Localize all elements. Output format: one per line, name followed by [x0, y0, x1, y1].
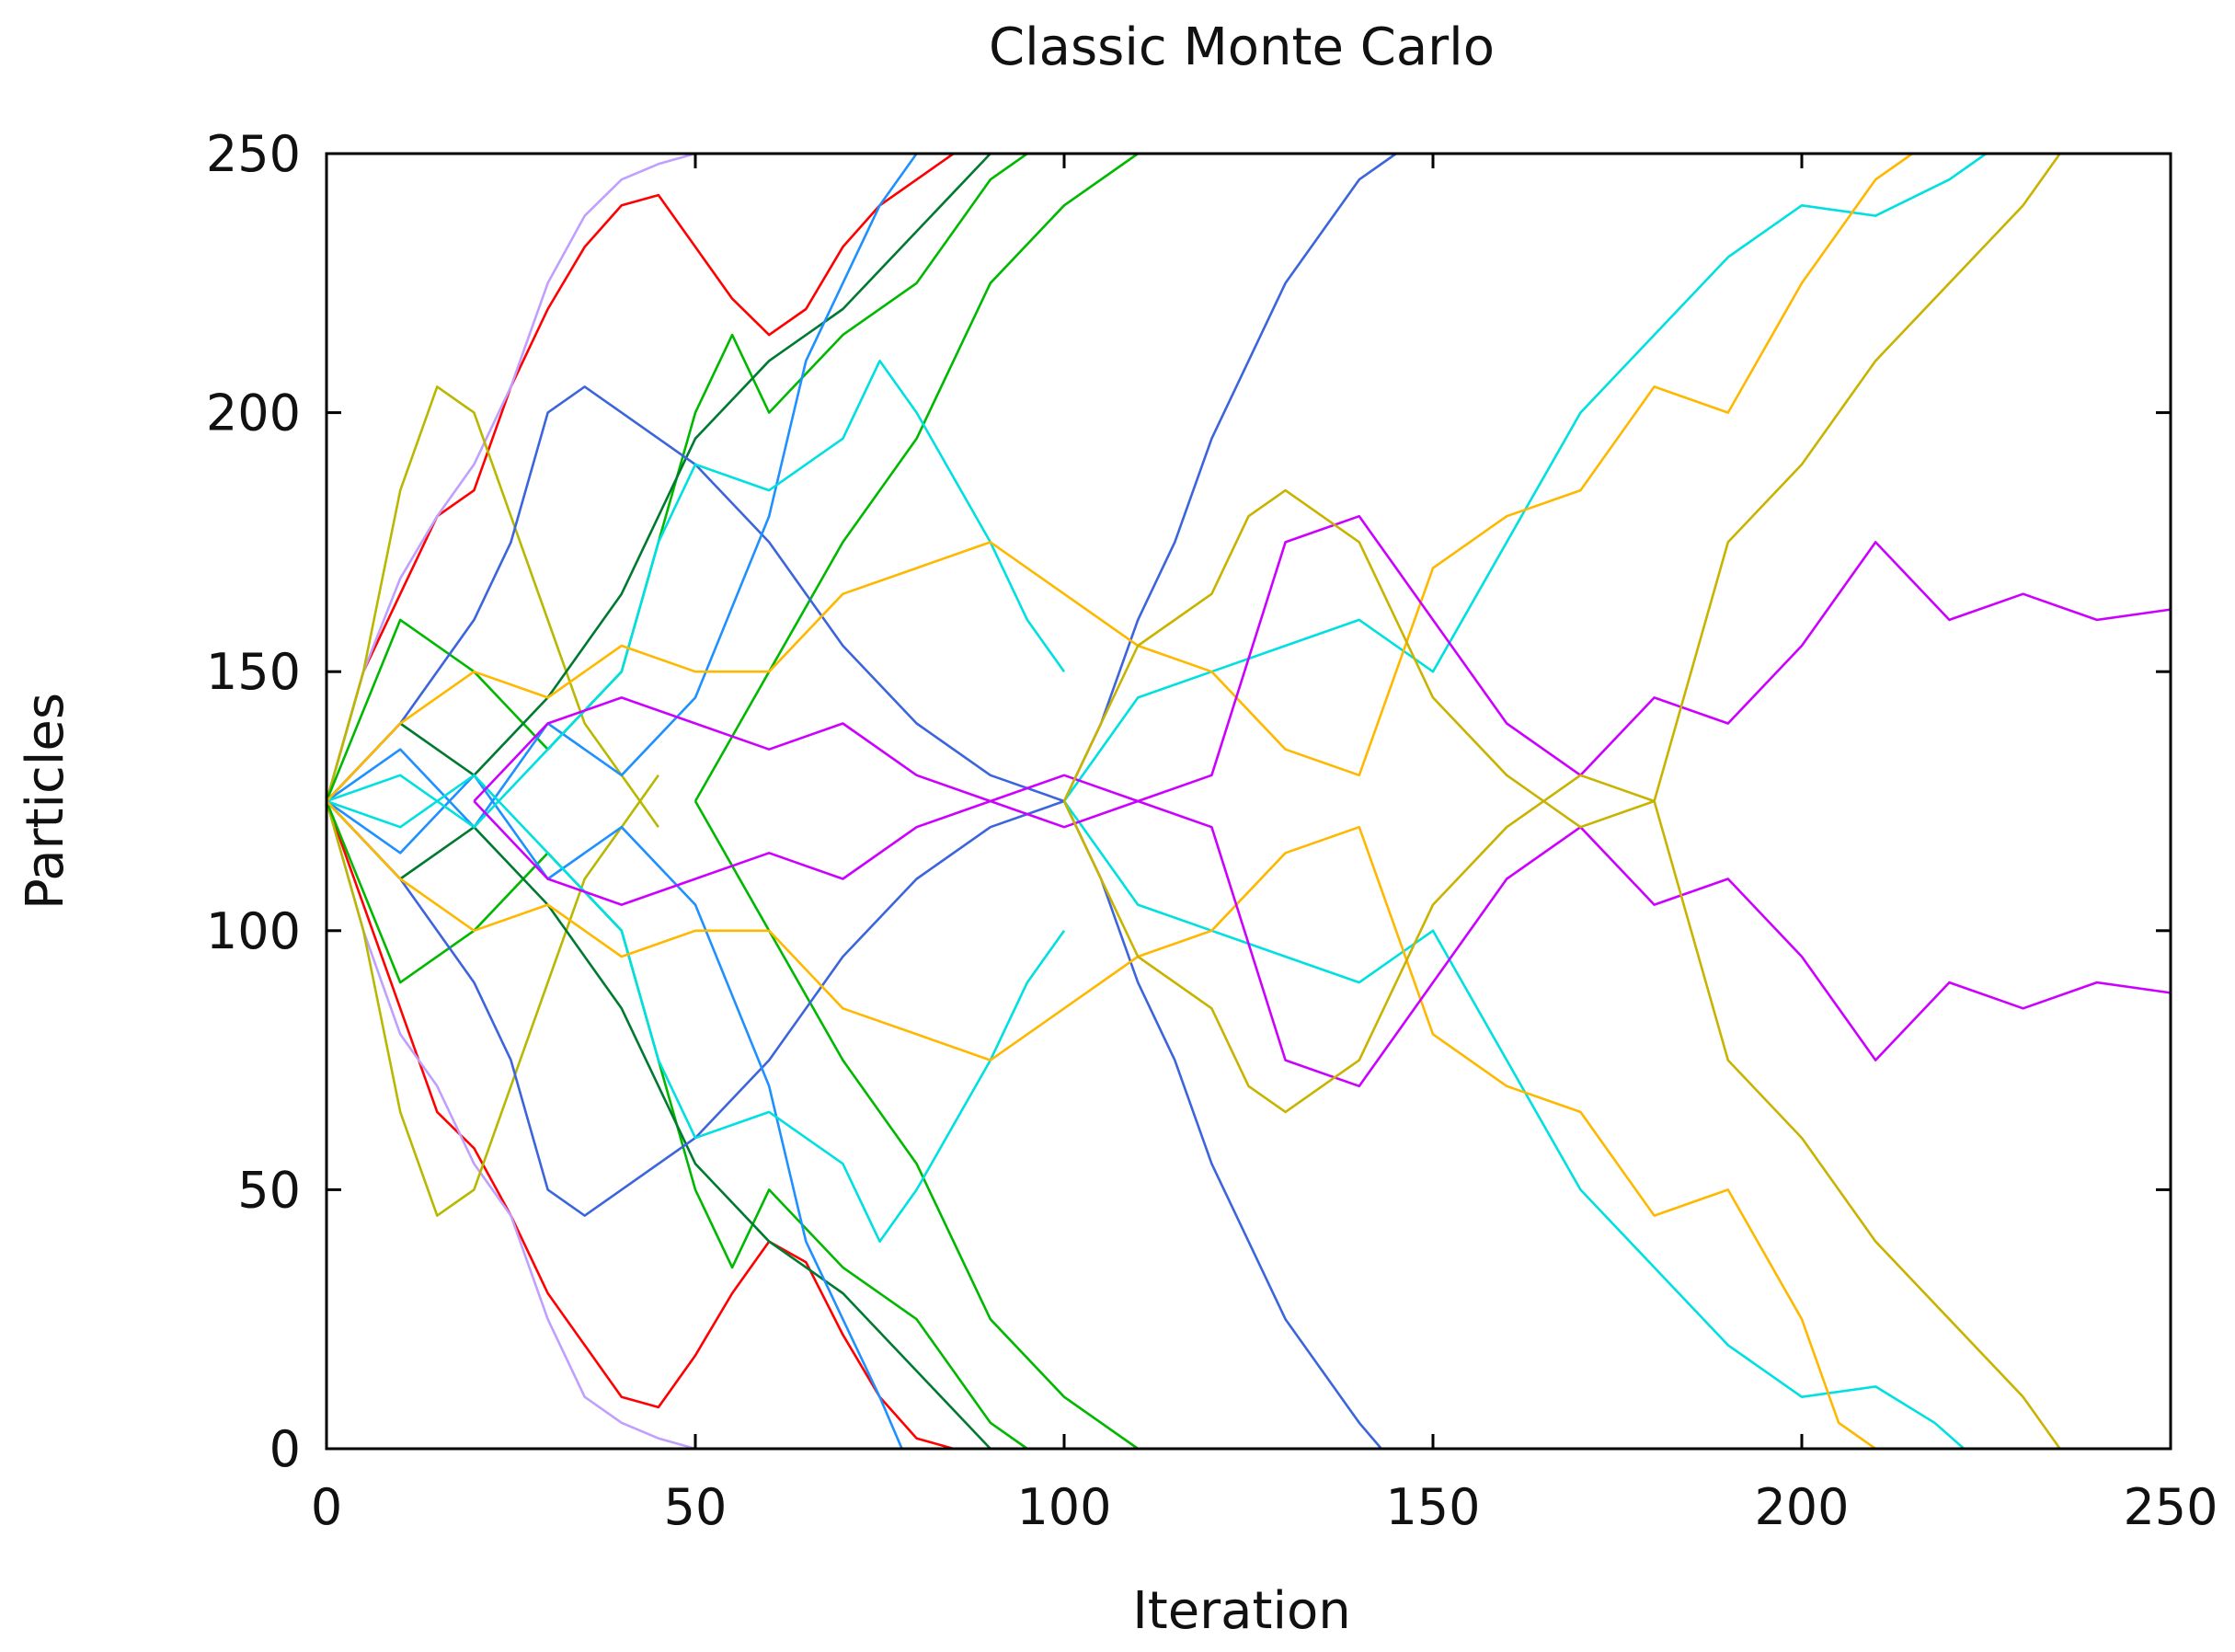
- series-line-18: [326, 774, 903, 1450]
- series-line-8: [325, 800, 1028, 1451]
- x-axis-title: Iteration: [1132, 1581, 1351, 1641]
- series-line-11: [326, 153, 991, 802]
- y-tick-label: 200: [206, 384, 301, 442]
- series-layer: [325, 152, 2172, 1451]
- x-tick-label: 50: [664, 1478, 728, 1536]
- series-line-27: [1062, 153, 2061, 829]
- series-line-3: [325, 152, 696, 802]
- x-tick-label: 250: [2123, 1478, 2218, 1536]
- chart-title: Classic Monte Carlo: [989, 17, 1495, 77]
- series-line-12: [326, 800, 991, 1450]
- series-line-9: [693, 152, 1139, 802]
- series-line-25: [473, 514, 2172, 829]
- series-line-26: [473, 774, 2172, 1088]
- series-line-22: [1062, 800, 1966, 1450]
- series-line-15: [1062, 152, 1397, 802]
- series-line-28: [1062, 774, 2061, 1450]
- y-tick-label: 100: [206, 902, 301, 960]
- y-tick-label: 50: [237, 1161, 301, 1219]
- series-line-1: [325, 152, 955, 802]
- series-line-14: [326, 799, 1065, 1217]
- series-line-6: [325, 774, 659, 1217]
- plot-frame: [325, 152, 2172, 1451]
- x-tick-label: 100: [1016, 1478, 1111, 1536]
- series-line-4: [325, 800, 696, 1451]
- series-line-7: [325, 152, 1028, 802]
- series-line-2: [325, 800, 955, 1451]
- series-line-16: [1062, 800, 1382, 1450]
- y-tick-label: 150: [206, 643, 301, 701]
- x-tick-label: 150: [1385, 1478, 1480, 1536]
- series-line-10: [693, 800, 1139, 1451]
- series-line-19: [326, 359, 1066, 829]
- series-line-24: [326, 800, 1876, 1451]
- x-tick-label: 200: [1754, 1478, 1849, 1536]
- series-line-17: [326, 153, 918, 829]
- series-line-5: [325, 385, 659, 828]
- x-tick-label: 0: [311, 1478, 342, 1536]
- series-line-21: [1062, 152, 1988, 802]
- axis-ticks: 0 50 100 150 200 250 0 50 100 150 200 250: [206, 125, 2218, 1536]
- series-line-20: [326, 774, 1066, 1243]
- y-axis-title: Particles: [16, 693, 75, 910]
- y-tick-label: 0: [269, 1420, 301, 1478]
- y-tick-label: 250: [206, 125, 301, 183]
- series-line-13: [326, 385, 1065, 803]
